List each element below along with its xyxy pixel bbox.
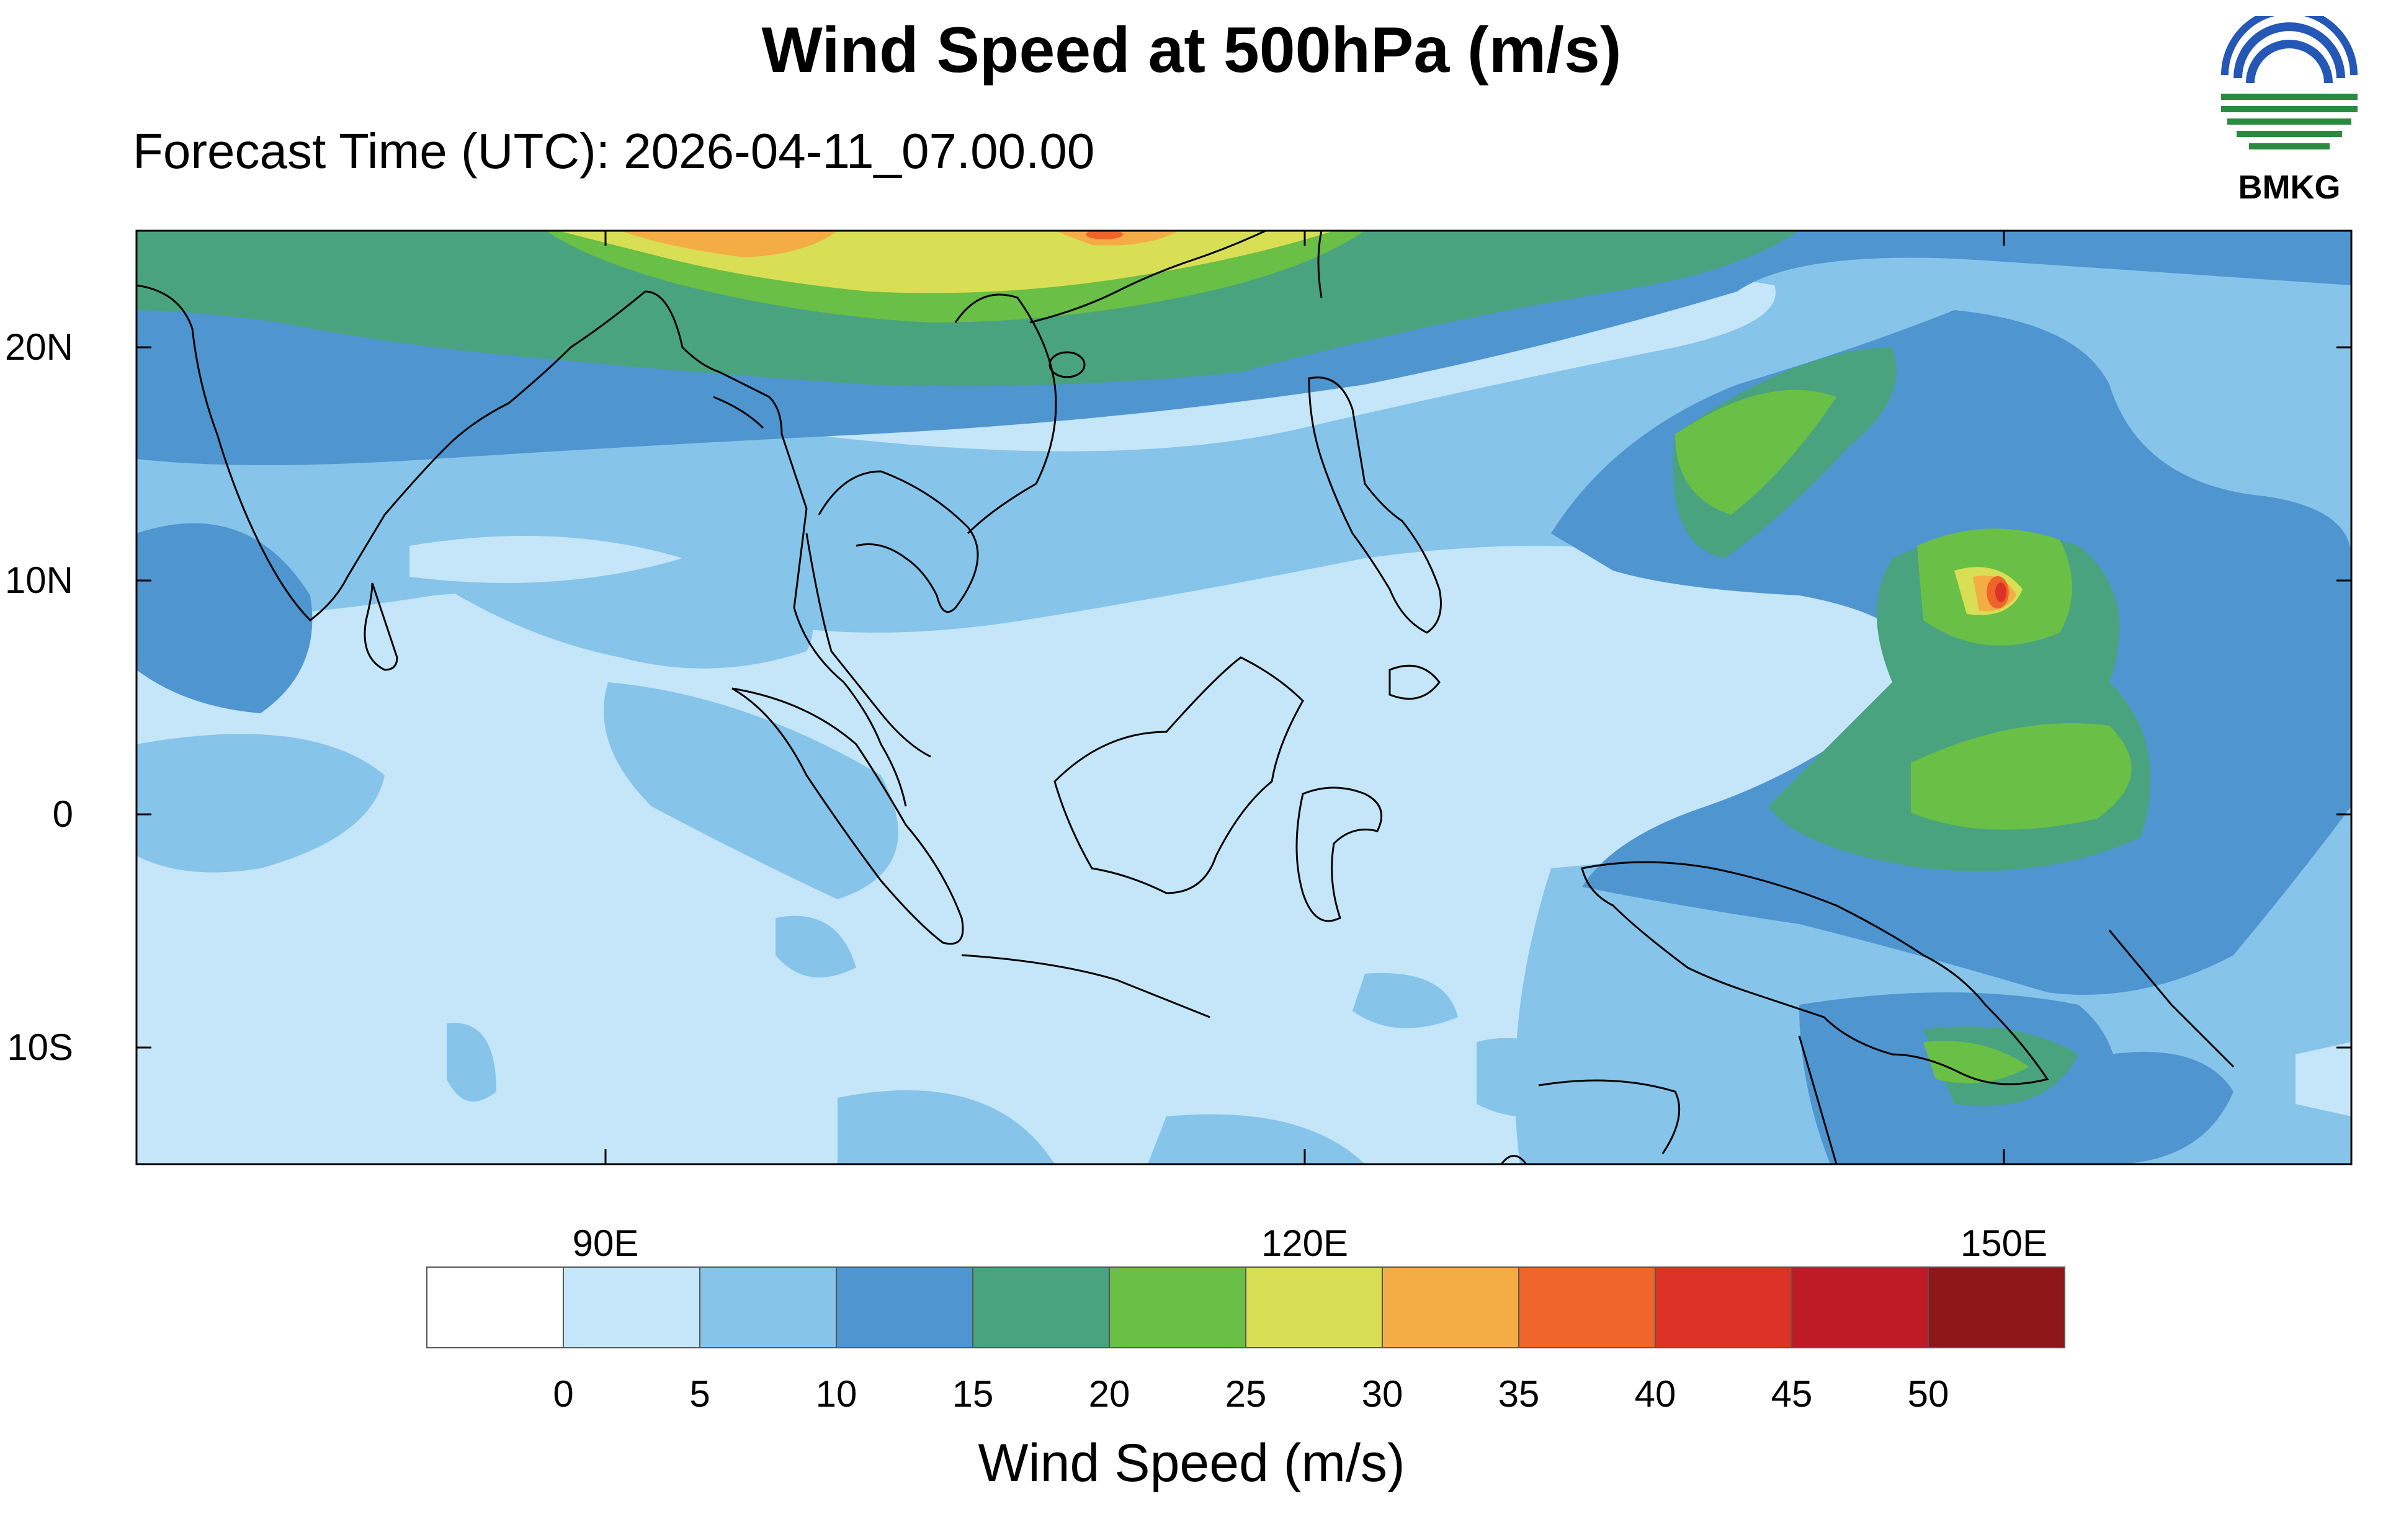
colorbar-label: 40 [1635,1373,1676,1415]
logo-text: BMKG [2238,169,2341,206]
colorbar-swatch [1791,1266,1929,1348]
colorbar-label: 15 [952,1373,994,1415]
lat-ticks [136,231,2351,1164]
lat-label-10n: 10N [5,559,73,601]
colorbar-label: 5 [689,1373,710,1415]
forecast-time: Forecast Time (UTC): 2026-04-11_07.00.00 [133,123,1095,179]
colorbar-swatch [426,1266,564,1348]
colorbar-swatch [972,1266,1110,1348]
colorbar-swatch [1655,1266,1792,1348]
lon-label-90e: 90E [573,1222,639,1264]
colorbar-label: 20 [1089,1373,1130,1415]
lat-label-20n: 20N [5,326,73,368]
colorbar-swatch [699,1266,837,1348]
coastlines [136,231,2235,1164]
colorbar-swatch [563,1266,700,1348]
lon-label-120e: 120E [1261,1222,1348,1264]
colorbar-swatch [836,1266,973,1348]
colorbar-swatch [1382,1266,1519,1348]
colorbar-swatch [1518,1266,1656,1348]
wind-field [136,231,2351,1164]
colorbar-label: 50 [1908,1373,1949,1415]
colorbar-label: 45 [1771,1373,1813,1415]
chart-title: Wind Speed at 500hPa (m/s) [761,14,1622,86]
typhoon-core [1086,231,2009,608]
bmkg-logo-icon [2221,7,2358,149]
lon-label-150e: 150E [1960,1222,2047,1264]
colorbar-swatch [1245,1266,1383,1348]
colorbar-swatch [1928,1266,2065,1348]
lat-label-0: 0 [53,793,73,835]
colorbar-label: 10 [816,1373,857,1415]
bmkg-logo: BMKG [2209,7,2370,215]
colorbar-label: 35 [1498,1373,1540,1415]
map-frame [135,229,2353,1165]
colorbar-label: 30 [1362,1373,1403,1415]
lat-label-10s: 10S [7,1026,73,1068]
colorbar-title: Wind Speed (m/s) [978,1433,1405,1493]
colorbar-swatch [1109,1266,1246,1348]
colorbar [426,1266,2065,1348]
colorbar-label: 25 [1225,1373,1267,1415]
colorbar-label: 0 [553,1373,573,1415]
colorbar-labels: 0 5 10 15 20 25 30 35 40 45 50 [553,1373,1949,1415]
